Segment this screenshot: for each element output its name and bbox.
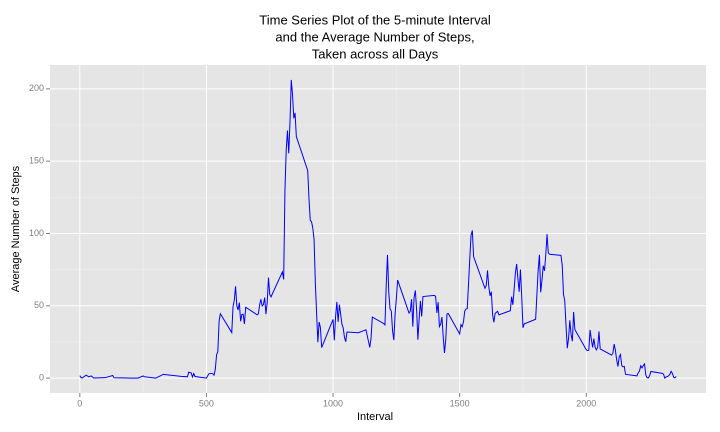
y-tick-label: 100 bbox=[29, 228, 44, 238]
y-axis-label: Average Number of Steps bbox=[10, 165, 22, 292]
y-tick-label: 200 bbox=[29, 83, 44, 93]
x-tick-label: 1000 bbox=[323, 398, 343, 408]
x-tick-label: 500 bbox=[199, 398, 214, 408]
x-axis-label: Interval bbox=[357, 411, 393, 423]
plot-panel bbox=[50, 65, 706, 393]
chart-title: and the Average Number of Steps, bbox=[275, 29, 474, 44]
y-tick-label: 150 bbox=[29, 156, 44, 166]
x-tick-label: 2000 bbox=[576, 398, 596, 408]
chart-title: Taken across all Days bbox=[312, 46, 439, 61]
chart-title: Time Series Plot of the 5-minute Interva… bbox=[259, 12, 491, 27]
y-tick-label: 0 bbox=[39, 372, 44, 382]
x-tick-label: 0 bbox=[77, 398, 82, 408]
y-tick-label: 50 bbox=[34, 300, 44, 310]
data-line bbox=[79, 79, 677, 379]
x-tick-label: 1500 bbox=[450, 398, 470, 408]
